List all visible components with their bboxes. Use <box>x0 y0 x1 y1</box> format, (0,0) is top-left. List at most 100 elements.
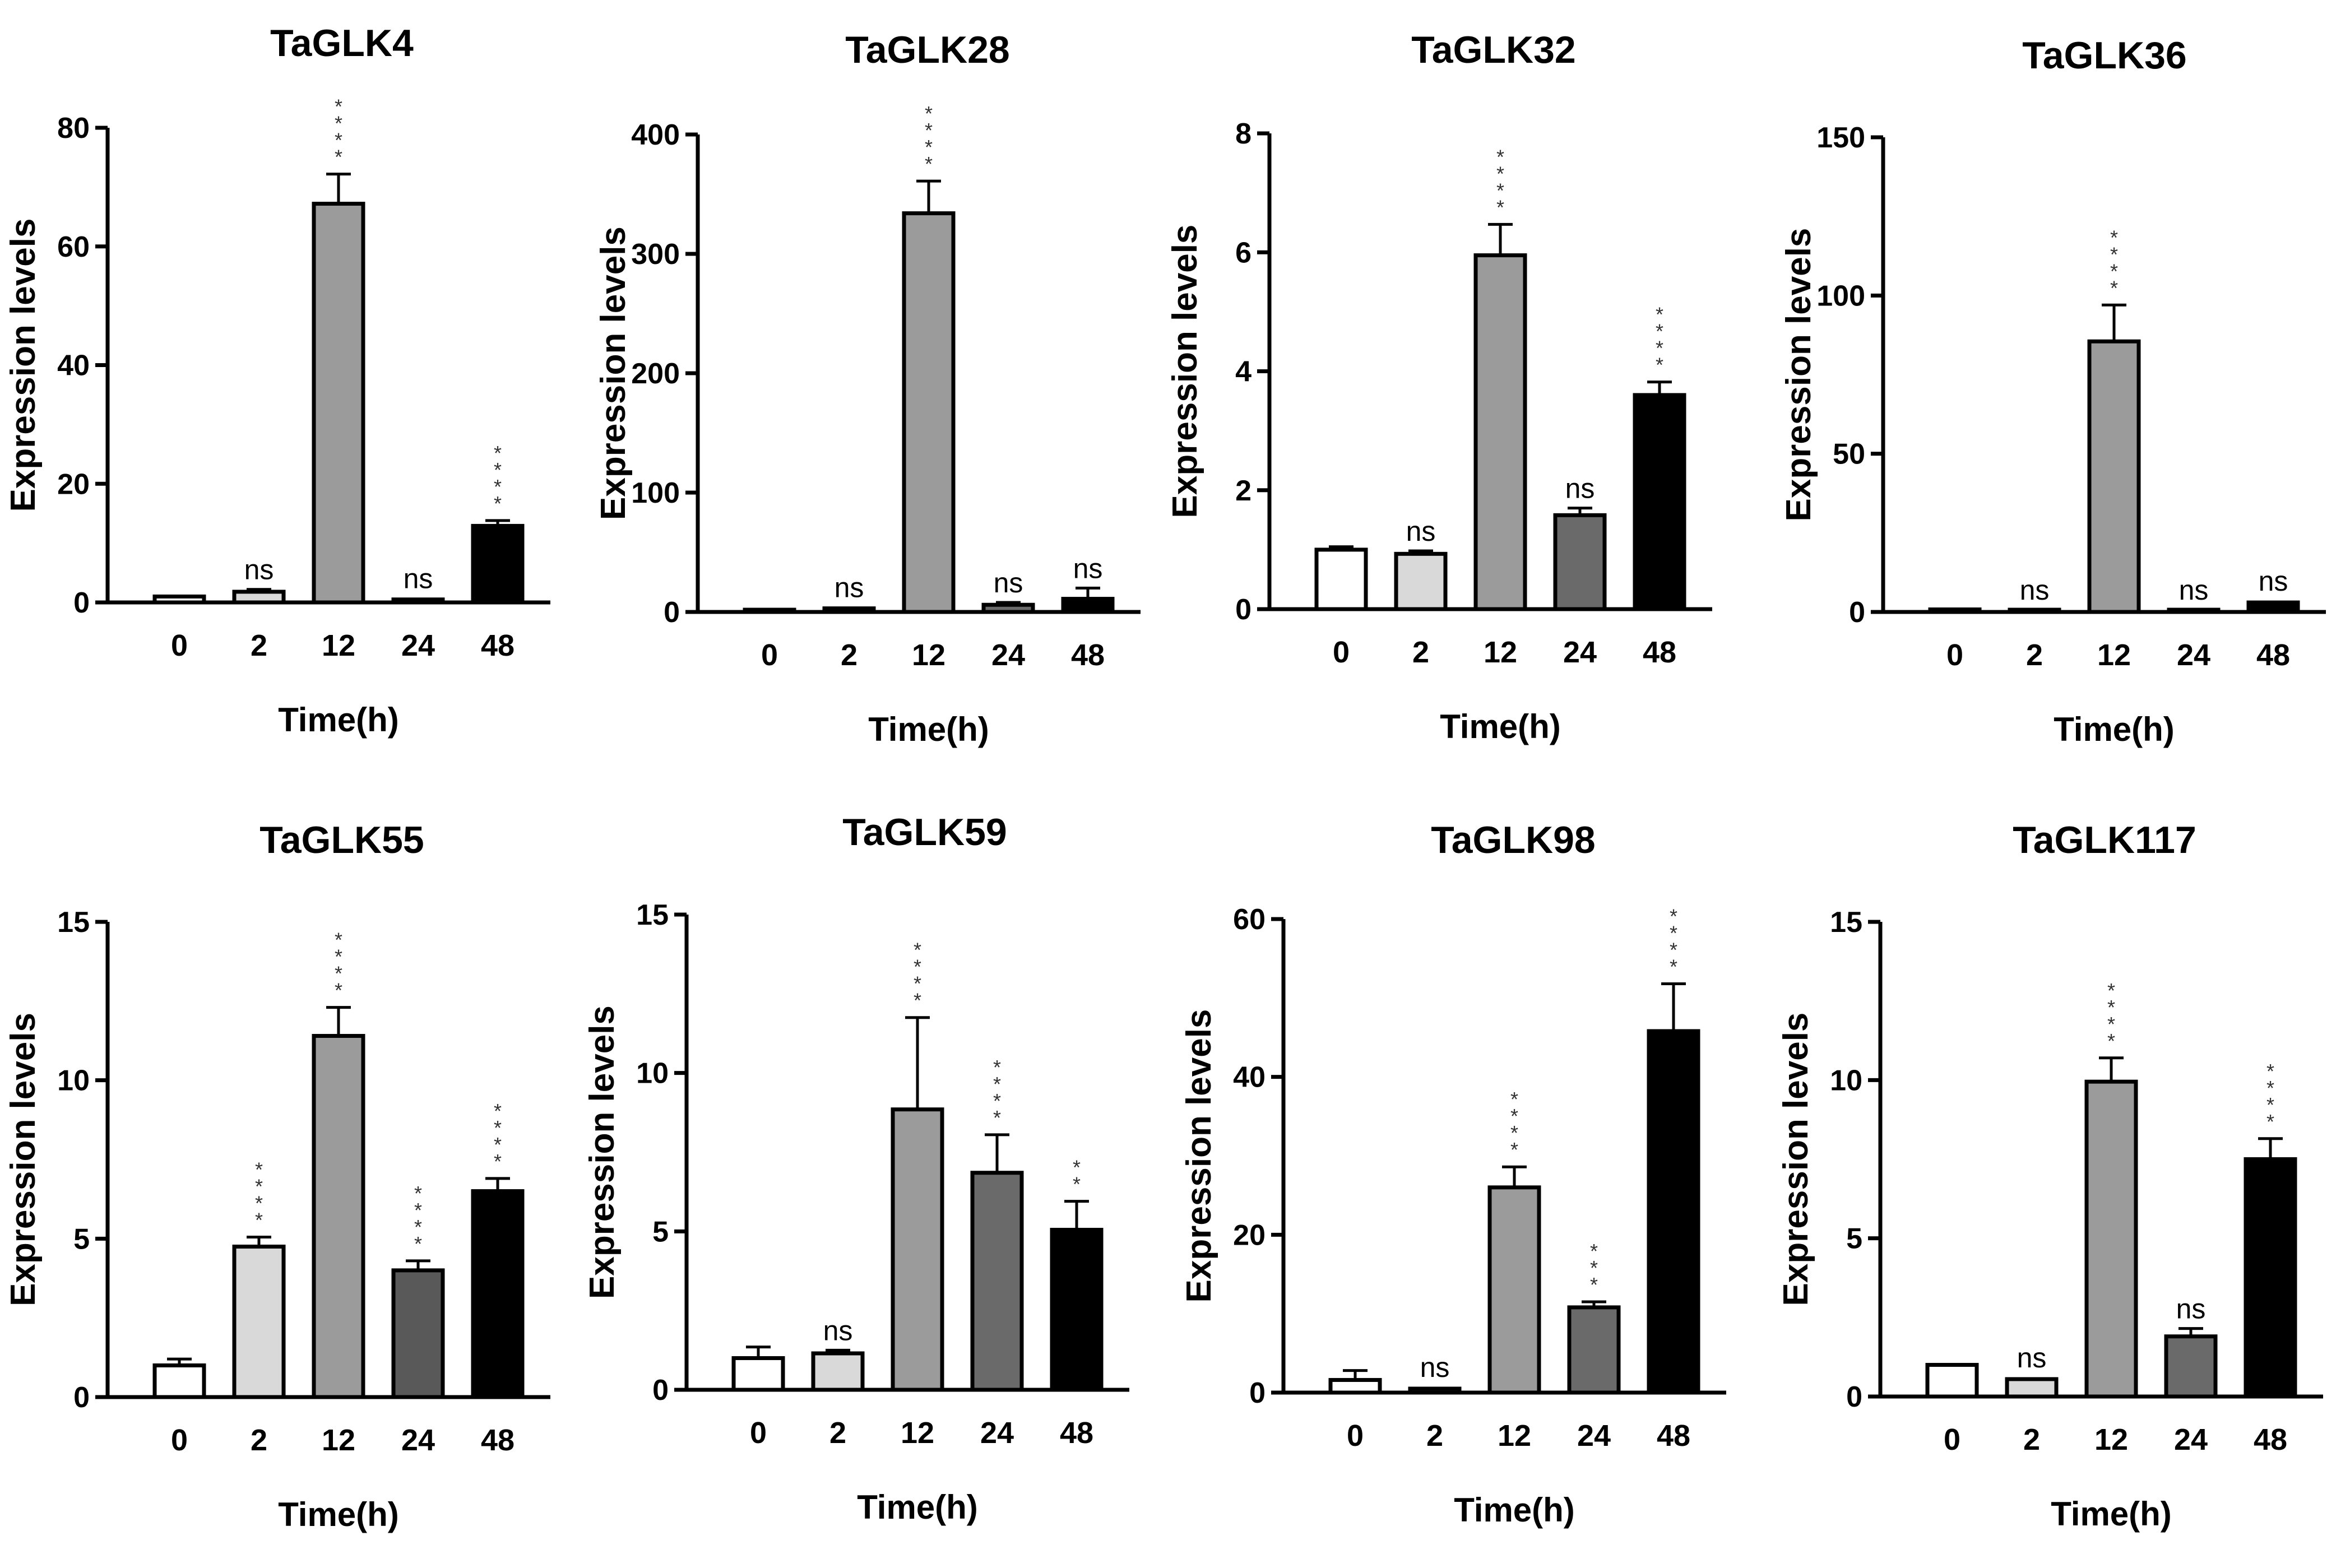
significance-star: * <box>925 102 933 125</box>
significance-star: * <box>335 129 342 152</box>
significance-ns: ns <box>823 1315 853 1346</box>
bar-24h <box>1567 1305 1621 1395</box>
significance-star: * <box>1073 1156 1081 1179</box>
y-tick-label: 5 <box>73 1223 90 1255</box>
y-axis-label: Expression levels <box>1180 1009 1218 1303</box>
x-tick-label: 2 <box>251 629 267 662</box>
error-bar <box>2178 1327 2203 1337</box>
significance-ns: ns <box>2017 1342 2047 1374</box>
x-tick-label: 24 <box>2177 638 2210 672</box>
error-bar <box>1582 1300 1606 1307</box>
error-bar <box>1488 222 1513 256</box>
significance-star: * <box>335 979 342 1002</box>
bar-0h <box>152 1363 206 1399</box>
bar-0h <box>1925 1363 1979 1399</box>
x-tick-label: 12 <box>322 1423 355 1457</box>
y-tick-label: 20 <box>57 468 90 500</box>
significance-star: * <box>1510 1105 1518 1128</box>
bar-2h <box>811 1351 865 1392</box>
significance-ns: ns <box>1406 516 1436 547</box>
chart-title: TaGLK59 <box>842 811 1007 853</box>
y-tick-label: 0 <box>1849 596 1865 629</box>
significance-star: * <box>1496 145 1504 168</box>
significance-star: * <box>1073 1173 1081 1196</box>
y-tick-label: 300 <box>631 238 680 271</box>
significance-ns: ns <box>2259 565 2288 597</box>
x-tick-label: 12 <box>322 629 355 662</box>
y-tick-label: 0 <box>73 1381 90 1414</box>
significance-star: * <box>255 1158 263 1181</box>
significance-star: * <box>494 475 502 498</box>
x-tick-label: 0 <box>171 1423 188 1457</box>
significance-star: * <box>335 112 342 135</box>
x-tick-label: 2 <box>841 638 858 672</box>
x-tick-label: 0 <box>761 638 778 672</box>
x-tick-label: 0 <box>750 1416 767 1450</box>
error-bar <box>905 1016 930 1110</box>
error-bar <box>2102 303 2126 342</box>
significance-star: * <box>494 458 502 481</box>
y-tick-label: 15 <box>57 906 90 939</box>
significance-star: * <box>993 1106 1001 1129</box>
y-tick-label: 8 <box>1235 118 1252 150</box>
y-tick-label: 10 <box>1830 1064 1862 1097</box>
bar-2h <box>1394 551 1448 611</box>
significance-star: * <box>1670 904 1677 927</box>
error-bar <box>247 588 271 592</box>
significance-star: * <box>494 1100 502 1122</box>
error-bar <box>826 1348 850 1353</box>
significance-star: * <box>494 492 502 515</box>
significance-star: * <box>335 146 342 169</box>
bar-48h <box>1633 393 1686 611</box>
x-tick-label: 48 <box>2256 638 2290 672</box>
significance-star: * <box>1496 179 1504 202</box>
significance-star: * <box>1590 1256 1598 1279</box>
significance-star: * <box>1670 938 1677 961</box>
y-tick-label: 10 <box>636 1057 669 1090</box>
significance-star: * <box>1590 1273 1598 1296</box>
bar-24h <box>391 1268 445 1399</box>
x-tick-label: 0 <box>1347 1419 1364 1453</box>
x-tick-label: 48 <box>1071 638 1105 672</box>
y-tick-label: 4 <box>1235 356 1252 388</box>
x-tick-label: 48 <box>1643 635 1676 669</box>
x-tick-label: 0 <box>171 629 188 662</box>
significance-star: * <box>414 1216 422 1238</box>
significance-star: * <box>255 1209 263 1232</box>
bar-12h <box>2084 1079 2138 1399</box>
x-tick-label: 2 <box>251 1423 267 1457</box>
significance-star: * <box>335 962 342 985</box>
significance-ns: ns <box>2176 1293 2206 1325</box>
error-bar <box>485 519 510 526</box>
significance-ns: ns <box>1073 553 1103 584</box>
y-tick-label: 100 <box>631 477 680 509</box>
bar-48h <box>471 523 525 605</box>
significance-star: * <box>2110 276 2118 299</box>
significance-star: * <box>1656 354 1663 377</box>
bar-24h <box>1553 513 1607 611</box>
error-bar <box>746 1346 771 1358</box>
significance-star: * <box>1496 196 1504 219</box>
significance-star: * <box>255 1192 263 1215</box>
x-tick-label: 24 <box>1563 635 1597 669</box>
bar-12h <box>1473 253 1527 611</box>
chart-title: TaGLK28 <box>845 29 1009 71</box>
significance-star: * <box>925 119 933 142</box>
significance-ns: ns <box>2020 574 2050 606</box>
y-tick-label: 0 <box>1249 1377 1266 1409</box>
y-axis-label: Expression levels <box>4 219 43 512</box>
x-axis-label: Time(h) <box>1440 708 1561 745</box>
significance-star: * <box>494 1133 502 1156</box>
bar-12h <box>312 202 365 605</box>
x-tick-label: 0 <box>1946 638 1963 672</box>
x-axis-label: Time(h) <box>2051 1495 2172 1533</box>
bar-0h <box>731 1356 785 1392</box>
y-axis-label: Expression levels <box>1779 228 1818 522</box>
error-bar <box>1076 586 1100 599</box>
bar-48h <box>2244 1157 2297 1399</box>
bar-48h <box>1061 597 1115 614</box>
